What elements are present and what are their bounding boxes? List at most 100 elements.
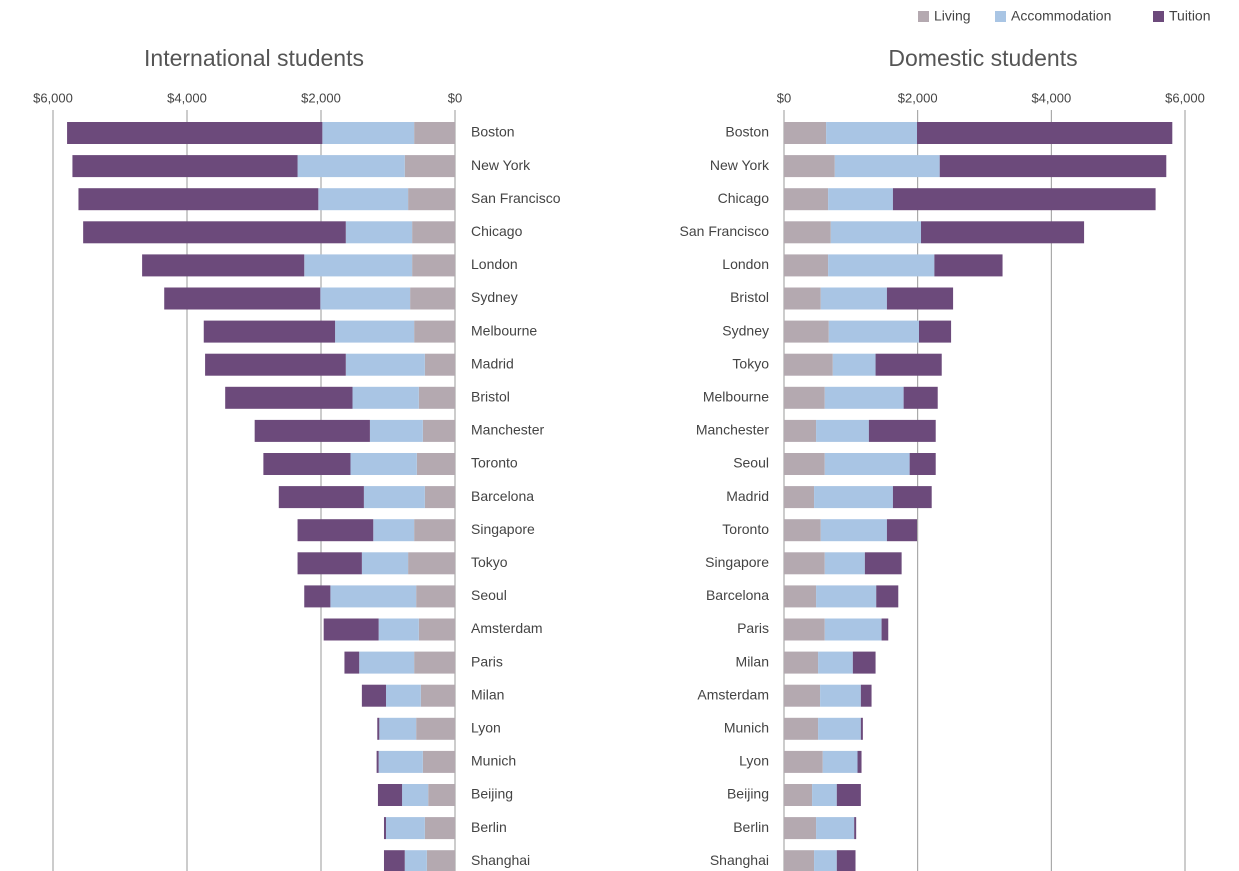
bar-segment (857, 750, 862, 773)
bar-segment (72, 155, 298, 178)
bar-segment (816, 419, 869, 442)
category-label: Sydney (471, 289, 518, 305)
category-label: Chicago (471, 223, 523, 239)
category-label: Chicago (718, 190, 770, 206)
bar-segment (784, 552, 825, 575)
bar-segment (412, 221, 455, 244)
bar-segment (784, 486, 815, 509)
bar-segment (830, 221, 922, 244)
legend-label: Accommodation (1011, 8, 1111, 24)
bar-segment (822, 750, 858, 773)
bar-segment (363, 486, 425, 509)
category-label: Melbourne (703, 389, 769, 405)
bar-segment (934, 254, 1003, 277)
bar-segment (828, 188, 893, 211)
category-label: Seoul (471, 587, 507, 603)
chart-title: International students (144, 45, 364, 71)
x-tick-label: $0 (448, 90, 462, 105)
bar-segment (784, 320, 829, 343)
category-label: London (722, 256, 769, 272)
bar-segment (816, 585, 877, 608)
bar-segment (254, 419, 370, 442)
bar-segment (784, 618, 825, 641)
bar-segment (939, 155, 1167, 178)
bar-segment (410, 287, 455, 310)
category-label: Lyon (739, 753, 769, 769)
bar-segment (414, 651, 455, 674)
bar-segment (361, 684, 386, 707)
bar-segment (297, 155, 405, 178)
x-tick-label: $4,000 (1031, 90, 1071, 105)
bar-segment (868, 419, 936, 442)
bar-segment (836, 850, 856, 871)
category-label: Lyon (471, 720, 501, 736)
bar-segment (408, 552, 455, 575)
category-label: Barcelona (706, 587, 769, 603)
x-tick-label: $4,000 (167, 90, 207, 105)
bar-segment (304, 585, 331, 608)
bar-segment (350, 453, 417, 475)
bar-segment (784, 155, 835, 178)
category-label: Melbourne (471, 322, 537, 338)
bar-segment (420, 684, 455, 707)
category-label: Amsterdam (697, 686, 769, 702)
category-label: Tokyo (471, 554, 508, 570)
bar-segment (784, 651, 819, 674)
bar-segment (784, 188, 829, 211)
x-tick-label: $6,000 (33, 90, 73, 105)
x-tick-label: $6,000 (1165, 90, 1205, 105)
bar-segment (373, 519, 415, 542)
bar-segment (875, 353, 942, 376)
legend-label: Tuition (1169, 8, 1211, 24)
bar-segment (854, 817, 857, 840)
bar-segment (330, 585, 417, 608)
legend-swatch (995, 11, 1006, 22)
category-label: San Francisco (680, 223, 770, 239)
category-label: Tokyo (732, 355, 769, 371)
bar-segment (876, 585, 899, 608)
category-label: Boston (471, 124, 515, 140)
bar-segment (818, 651, 853, 674)
bar-segment (784, 419, 817, 442)
bar-segment (408, 188, 455, 211)
category-label: Madrid (471, 355, 514, 371)
bar-segment (784, 519, 821, 542)
bar-segment (784, 254, 829, 277)
bar-segment (344, 651, 360, 674)
chart-title: Domestic students (888, 45, 1077, 71)
bar-segment (424, 817, 455, 840)
category-label: Singapore (705, 554, 769, 570)
bar-segment (404, 850, 427, 871)
bar-segment (824, 552, 865, 575)
bar-segment (378, 750, 423, 773)
category-label: Toronto (722, 521, 769, 537)
bar-segment (412, 254, 455, 277)
category-label: Sydney (722, 322, 769, 338)
category-label: Paris (737, 620, 769, 636)
category-label: Milan (736, 653, 769, 669)
category-label: New York (710, 157, 770, 173)
bar-segment (377, 784, 403, 806)
bar-segment (860, 684, 872, 707)
bar-segment (834, 155, 940, 178)
bar-segment (377, 717, 380, 740)
bar-segment (297, 519, 374, 542)
bar-segment (352, 386, 419, 409)
category-label: Berlin (733, 819, 769, 835)
bar-segment (422, 419, 455, 442)
bar-segment (814, 486, 893, 509)
bar-segment (784, 585, 817, 608)
bar-segment (826, 122, 917, 144)
bar-segment (426, 850, 455, 871)
bar-segment (297, 552, 362, 575)
bar-segment (824, 386, 904, 409)
legend-swatch (1153, 11, 1164, 22)
bar-segment (828, 254, 935, 277)
category-label: Munich (724, 720, 769, 736)
legend-swatch (918, 11, 929, 22)
bar-segment (824, 618, 882, 641)
bar-segment (909, 453, 936, 475)
bar-segment (784, 850, 815, 871)
bar-segment (818, 717, 861, 740)
